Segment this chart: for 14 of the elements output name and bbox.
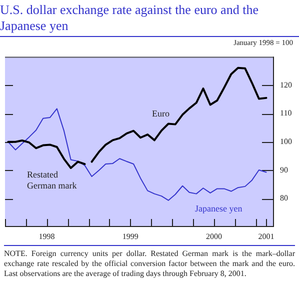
y-tick-label: 120: [280, 80, 292, 90]
y-tick-label: 80: [280, 194, 288, 203]
y-tick-label: 110: [280, 108, 292, 118]
x-tick-label: 1998: [38, 232, 55, 241]
text: NOTE. Foreign currency units per dollar. Restated German mark is the mark–dollar exchange rate rescaled by the official conversion factor between the mark and the euro. Last observations are the average of trading days through February 8, 2001.: [4, 245, 295, 279]
series-label: Restated German mark: [27, 169, 78, 190]
series-label: Euro: [152, 108, 170, 118]
chart-title: U.S. dollar exchange rate against the euro and the Japanese yen: [0, 2, 260, 34]
series-label: Japanese yen: [195, 203, 243, 214]
y-tick-label: 90: [280, 165, 288, 174]
x-tick-label: 1999: [122, 232, 138, 241]
y-tick-label: 100: [280, 136, 292, 146]
x-tick-label: 2000: [206, 232, 222, 241]
x-tick-label: 2001: [258, 232, 274, 241]
